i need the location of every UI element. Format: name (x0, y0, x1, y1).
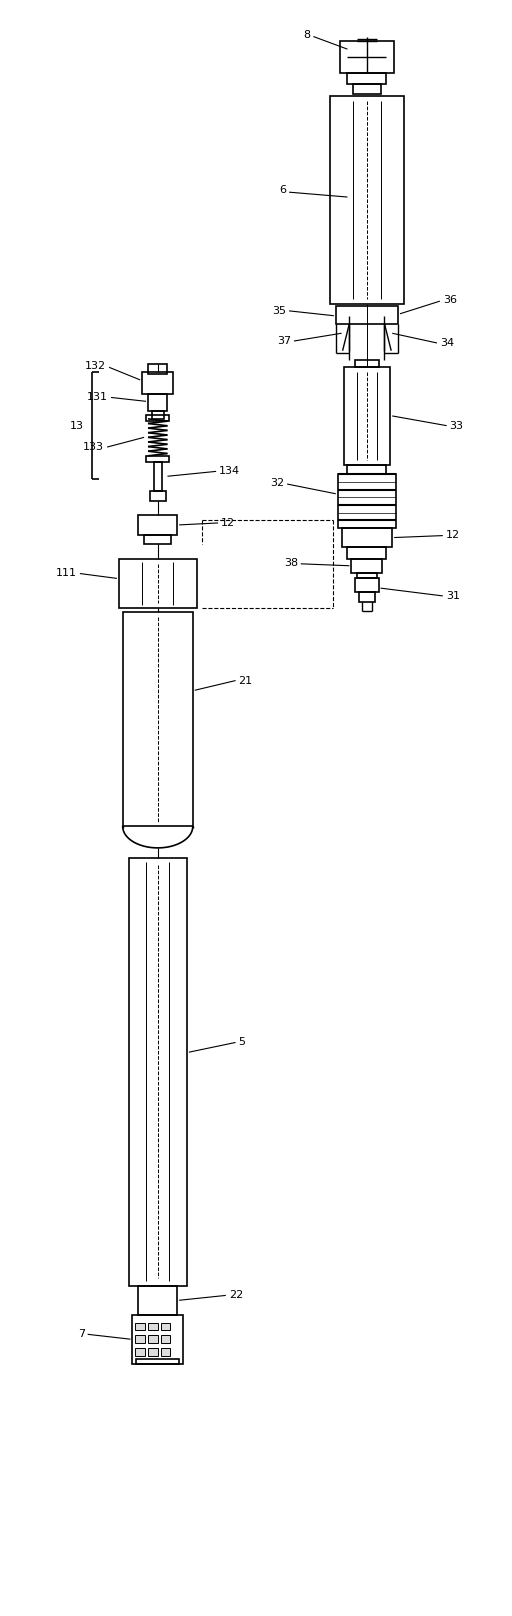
Bar (342, 528, 392, 548)
Bar (338, 475, 396, 528)
Bar (348, 73, 387, 84)
Text: 5: 5 (239, 1037, 245, 1047)
Text: 31: 31 (446, 591, 460, 601)
Text: 132: 132 (85, 362, 106, 372)
Bar (142, 372, 173, 394)
Text: 12: 12 (221, 519, 235, 528)
Bar (136, 1359, 179, 1364)
Bar (148, 1348, 158, 1356)
Bar (146, 456, 169, 462)
Bar (135, 1348, 145, 1356)
Bar (344, 367, 390, 464)
Bar (355, 579, 378, 591)
Text: 22: 22 (229, 1291, 243, 1301)
Bar (133, 1315, 183, 1364)
Bar (138, 1286, 177, 1315)
Bar (146, 415, 169, 420)
Text: 21: 21 (239, 675, 252, 685)
Bar (144, 535, 172, 545)
Text: 34: 34 (440, 338, 454, 347)
Bar (336, 305, 398, 323)
Bar (152, 410, 163, 419)
Bar (148, 394, 167, 410)
Bar (161, 1322, 170, 1330)
Text: 37: 37 (277, 336, 291, 346)
Bar (150, 491, 165, 501)
Bar (348, 464, 387, 475)
Text: 134: 134 (219, 467, 240, 477)
Bar (330, 95, 404, 304)
Text: 13: 13 (70, 420, 84, 430)
Bar (148, 1335, 158, 1343)
Text: 7: 7 (78, 1330, 85, 1340)
Text: 38: 38 (284, 558, 298, 567)
Text: 131: 131 (87, 393, 108, 402)
Text: 111: 111 (56, 567, 77, 577)
Bar (161, 1348, 170, 1356)
Text: 36: 36 (443, 296, 457, 305)
Bar (161, 1335, 170, 1343)
Bar (119, 559, 197, 608)
Bar (135, 1335, 145, 1343)
Bar (348, 548, 387, 559)
Text: 35: 35 (272, 305, 286, 315)
Bar (351, 559, 382, 572)
Text: 32: 32 (270, 478, 284, 488)
Bar (355, 359, 378, 367)
Text: 8: 8 (303, 29, 310, 39)
Bar (138, 516, 177, 535)
Bar (148, 1322, 158, 1330)
Bar (154, 462, 162, 491)
Bar (129, 858, 187, 1286)
Text: 12: 12 (446, 530, 460, 540)
Text: 33: 33 (450, 420, 463, 430)
Bar (148, 364, 167, 373)
Bar (359, 591, 375, 601)
Bar (339, 42, 394, 73)
Bar (353, 84, 380, 94)
Bar (135, 1322, 145, 1330)
Text: 6: 6 (279, 186, 286, 196)
Text: 133: 133 (83, 443, 104, 452)
Bar (357, 572, 377, 579)
Bar (123, 612, 193, 826)
